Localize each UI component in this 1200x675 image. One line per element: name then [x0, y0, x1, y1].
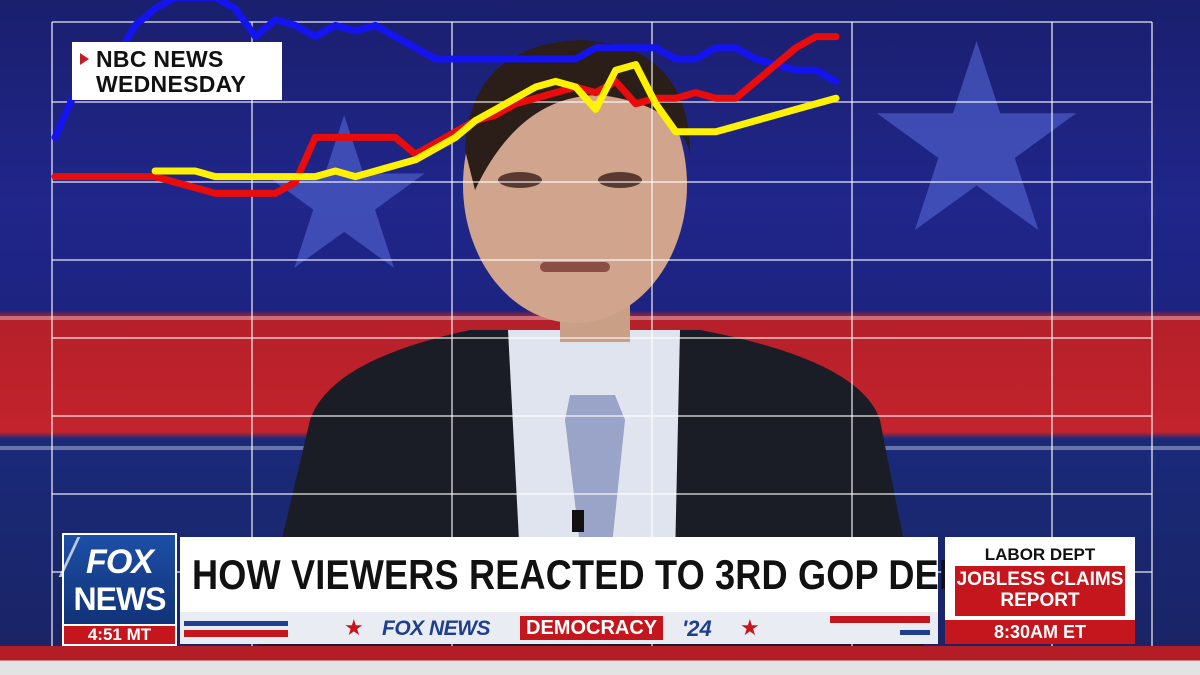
source-tag-line1: NBC NEWS: [96, 46, 224, 72]
accent-stripe: [184, 630, 288, 637]
year-text: '24: [682, 616, 712, 641]
bottom-strip: [0, 646, 1200, 675]
accent-stripe: [830, 616, 930, 623]
chart-series-line: [51, 0, 840, 141]
chart-series-line: [51, 33, 840, 197]
source-tag: NBC NEWS WEDNESDAY: [72, 42, 282, 100]
accent-stripe: [900, 630, 930, 635]
democracy-badge: DEMOCRACY: [520, 616, 664, 640]
headline-banner: HOW VIEWERS REACTED TO 3RD GOP DEBATE: [180, 537, 1035, 617]
accent-stripe: [184, 621, 288, 626]
source-tag-line2: WEDNESDAY: [96, 71, 247, 97]
logo-line2: NEWS: [73, 581, 167, 617]
clock: 4:51 MT: [62, 624, 177, 646]
chart-series-group: [51, 0, 840, 197]
star-decoration-icon: ★: [860, 0, 1094, 291]
star-decoration-icon: ★: [250, 72, 439, 317]
star-icon: ★: [344, 616, 364, 641]
branding-bar: ★ FOX NEWS DEMOCRACY '24 ★: [180, 612, 938, 644]
play-triangle-icon: [80, 53, 89, 65]
chart-series-line: [151, 61, 840, 181]
side-ticker-line1: JOBLESS CLAIMS: [956, 569, 1124, 590]
side-ticker-time: 8:30AM ET: [945, 620, 1135, 644]
side-ticker-line2: REPORT: [1000, 590, 1080, 611]
brand-text: FOX NEWS: [382, 617, 491, 640]
star-icon: ★: [740, 616, 760, 641]
headline-text: HOW VIEWERS REACTED TO 3RD GOP DEBATE: [192, 551, 1036, 598]
side-ticker-header: LABOR DEPT: [984, 545, 1096, 564]
side-ticker: LABOR DEPT JOBLESS CLAIMS REPORT 8:30AM …: [945, 537, 1135, 644]
logo-line1: FOX: [86, 543, 154, 581]
side-ticker-box: JOBLESS CLAIMS REPORT: [955, 566, 1125, 616]
